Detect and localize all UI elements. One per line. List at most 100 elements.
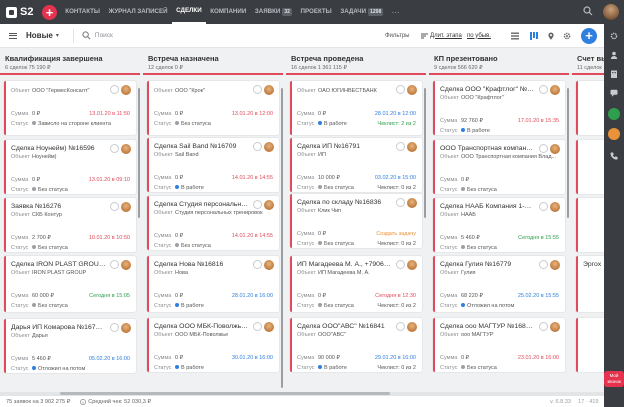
deal-card[interactable]: Сделка Нова №16816 Объект Нова Сумма 0 ₽28.0…	[147, 256, 279, 312]
deal-card[interactable]: Дарья ИП Комарова №16795... Объект Дарья Су…	[4, 319, 136, 373]
deal-checklist[interactable]: Чеклист: 0 из 2	[377, 185, 416, 191]
responsible-avatar[interactable]	[550, 260, 560, 270]
task-circle-icon[interactable]	[396, 322, 405, 331]
deal-next-task-date[interactable]: Создать задачу	[376, 231, 416, 237]
responsible-avatar[interactable]	[121, 85, 131, 95]
task-circle-icon[interactable]	[110, 144, 119, 153]
deal-status[interactable]: В работе	[324, 121, 347, 127]
task-circle-icon[interactable]	[110, 260, 119, 269]
deal-card[interactable]: Сделка ооо МАГТУР №16834... Объект ооо МАГ…	[433, 318, 565, 372]
gear-icon[interactable]	[610, 32, 618, 40]
deal-object[interactable]: Дарья	[32, 333, 48, 339]
deal-object[interactable]: НААБ	[461, 212, 476, 218]
deal-card[interactable]: Эргох	[576, 256, 604, 312]
deal-card[interactable]	[576, 81, 604, 135]
sort-direction-link[interactable]: по убыв.	[467, 32, 491, 39]
deal-next-task-date[interactable]: 14.01.20 в 14:55	[231, 175, 273, 181]
filters-button[interactable]: Фильтры	[385, 32, 410, 39]
nav-item-3[interactable]: КОМПАНИИ	[206, 0, 251, 24]
deal-next-task-date[interactable]: 13.01.20 в 11:50	[89, 111, 130, 117]
notification-icon[interactable]	[608, 128, 620, 140]
create-new-button[interactable]: +	[42, 4, 57, 20]
deal-object[interactable]: Студия персональных тренировок	[175, 210, 263, 216]
responsible-avatar[interactable]	[550, 322, 560, 332]
deal-next-task-date[interactable]: 03.02.20 в 15:00	[374, 175, 416, 181]
task-circle-icon[interactable]	[253, 85, 262, 94]
deal-object[interactable]: ООО "ГермесКонсалт"	[32, 88, 90, 94]
responsible-avatar[interactable]	[121, 202, 131, 212]
deal-status[interactable]: В работе	[181, 365, 204, 371]
responsible-avatar[interactable]	[121, 144, 131, 154]
search-icon[interactable]	[583, 6, 593, 16]
deal-card[interactable]: Сделка IRON PLAST GROUP №16 Объект IRON PL…	[4, 256, 136, 312]
deal-card[interactable]	[576, 198, 604, 252]
deal-checklist[interactable]: Чеклист: 0 из 2	[377, 241, 416, 247]
building-icon[interactable]	[610, 70, 618, 78]
deal-card[interactable]: Сделка Ноунейм) №16596 Объект Ноунейм) Сумм…	[4, 140, 136, 194]
deal-object[interactable]: ИП	[318, 152, 326, 158]
deal-card[interactable]	[576, 140, 604, 194]
column-header[interactable]: Встреча проведена 16 сделок 1 361 115 ₽	[286, 48, 426, 74]
deal-status[interactable]: Без статуса	[467, 245, 497, 251]
deal-next-task-date[interactable]: 14.01.20 в 14:55	[231, 233, 273, 239]
task-circle-icon[interactable]	[253, 200, 262, 209]
responsible-avatar[interactable]	[550, 85, 560, 95]
deal-next-task-date[interactable]: Сегодня в 15:05	[89, 293, 130, 299]
deal-status[interactable]: В работе	[181, 303, 204, 309]
deal-next-task-date[interactable]: Сегодня в 12:30	[375, 293, 416, 299]
task-circle-icon[interactable]	[253, 322, 262, 331]
deal-status[interactable]: Без статуса	[38, 303, 68, 309]
deal-next-task-date[interactable]: 25.02.20 в 15:55	[517, 293, 559, 299]
deal-object[interactable]: Нова	[175, 270, 188, 276]
task-circle-icon[interactable]	[396, 142, 405, 151]
responsible-avatar[interactable]	[407, 260, 417, 270]
responsible-avatar[interactable]	[407, 198, 417, 208]
deal-checklist[interactable]: Чеклист: 0 из 2	[377, 303, 416, 309]
deal-next-task-date[interactable]: 28.01.20 в 12:00	[374, 111, 416, 117]
deal-next-task-date[interactable]: 23.01.20 в 16:00	[517, 355, 559, 361]
task-circle-icon[interactable]	[539, 144, 548, 153]
deal-card[interactable]: Заявка №16276 Объект СКБ Контур Сумма 2 700 …	[4, 198, 136, 252]
task-circle-icon[interactable]	[539, 260, 548, 269]
deal-card[interactable]: Объект ООО "Крок" Сумма 0 ₽ 13.01.20 в 12:00…	[147, 81, 279, 135]
nav-item-0[interactable]: КОНТАКТЫ	[61, 0, 104, 24]
task-circle-icon[interactable]	[539, 85, 548, 94]
deal-next-task-date[interactable]: Сегодня в 15:55	[518, 235, 559, 241]
responsible-avatar[interactable]	[121, 260, 131, 270]
deal-next-task-date[interactable]: 28.01.20 в 16:00	[231, 293, 273, 299]
task-circle-icon[interactable]	[110, 202, 119, 211]
deal-card[interactable]: Сделка Sail Band №16709 Объект Sail Band Су…	[147, 138, 279, 192]
task-circle-icon[interactable]	[539, 202, 548, 211]
deal-object[interactable]: ИП Магадеева М. А.	[318, 270, 370, 276]
deal-next-task-date[interactable]: 05.02.20 в 16:00	[88, 356, 130, 362]
column-header[interactable]: Счет выставлен 11 сделок	[572, 48, 604, 74]
deal-object[interactable]: ООО "Крок"	[175, 88, 205, 94]
task-circle-icon[interactable]	[253, 260, 262, 269]
scrollbar-thumb[interactable]	[60, 392, 390, 395]
deal-card[interactable]: ИП Магадеева М. А., +790609498... Объект И…	[290, 256, 422, 312]
deal-card[interactable]: Сделка ООО МБК-Поволжье № Объект ООО МБК-П…	[147, 318, 279, 372]
user-icon[interactable]	[610, 51, 618, 59]
responsible-avatar[interactable]	[264, 260, 274, 270]
task-circle-icon[interactable]	[110, 85, 119, 94]
column-scrollbar[interactable]	[567, 88, 569, 218]
chevron-down-icon[interactable]: ▾	[55, 33, 59, 39]
nav-item-5[interactable]: ПРОЕКТЫ	[296, 0, 336, 24]
deal-status[interactable]: Без статуса	[181, 243, 211, 249]
deal-object[interactable]: ООО "Крафтлог"	[461, 95, 504, 101]
deal-status[interactable]: В работе	[324, 365, 347, 371]
deal-card[interactable]: Сделка ИП №16791 Объект ИП Сумма 10 000 ₽03.…	[290, 138, 422, 192]
nav-item-6[interactable]: ЗАДАЧИ 1298	[336, 0, 388, 24]
deal-status[interactable]: Без статуса	[38, 187, 68, 193]
deal-next-task-date[interactable]: 13.01.20 в 12:00	[231, 111, 273, 117]
responsible-avatar[interactable]	[264, 85, 274, 95]
deal-card[interactable]: Сделка Гулия №16779 Объект Гулия Сумма 68 22…	[433, 256, 565, 312]
deal-card[interactable]: Объект ООО "ГермесКонсалт" Сумма 0 ₽ 13.01.2…	[4, 81, 136, 135]
user-avatar[interactable]	[603, 4, 619, 20]
deal-status[interactable]: Отложил на потом	[467, 303, 515, 309]
deal-title[interactable]: Эргох	[583, 261, 602, 268]
deal-status[interactable]: Отложил на потом	[38, 366, 86, 372]
deal-object[interactable]: Гулия	[461, 270, 476, 276]
deal-card[interactable]: Сделка по складу №16836 Объект Клик Чип Сум…	[290, 194, 422, 248]
deal-object[interactable]: Клик Чип	[318, 208, 342, 214]
